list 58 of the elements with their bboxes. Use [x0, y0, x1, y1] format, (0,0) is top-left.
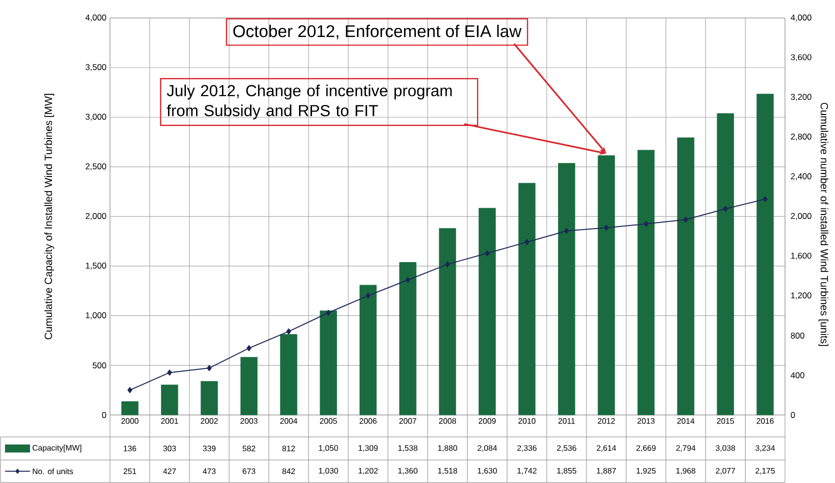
- y-tick-label: 4,000: [85, 14, 106, 22]
- bar: [558, 163, 576, 416]
- point: [644, 220, 648, 227]
- bar: [280, 334, 298, 416]
- y2-tick-label: 2,800: [790, 134, 812, 141]
- bar: [360, 284, 377, 416]
- bar: [716, 113, 734, 416]
- point: [445, 261, 450, 268]
- y2-tick-label: 0: [790, 412, 795, 418]
- y2-axis-title: Cumulative number of installed Wind Turbines [units]: [818, 102, 828, 346]
- bar: [518, 182, 536, 416]
- bar: [240, 357, 258, 416]
- y-axis-title: Cumulative Capacity of Installed Wind Turbines [MW]: [44, 94, 54, 340]
- y-tick-label: 2,500: [86, 163, 106, 170]
- point: [564, 228, 569, 234]
- y2-tick-label: 400: [790, 372, 804, 378]
- point: [246, 345, 252, 352]
- annotation: October 2012, Enforcement of EIA law: [233, 24, 522, 40]
- bar: [320, 310, 337, 416]
- y-tick-label: 2,000: [86, 212, 106, 220]
- point: [604, 224, 609, 231]
- y2-tick-label: 3,600: [790, 54, 812, 62]
- bar: [638, 150, 655, 416]
- bar: [677, 137, 694, 416]
- y2-tick-label: 3,200: [790, 94, 812, 101]
- y-tick-label: 500: [92, 362, 106, 368]
- y-tick-label: 1,500: [86, 262, 106, 270]
- y-tick-label: 1,000: [86, 312, 106, 320]
- bar: [598, 155, 615, 416]
- y2-tick-label: 4,000: [790, 14, 812, 22]
- point: [762, 196, 768, 202]
- y2-tick-label: 2,000: [790, 212, 812, 220]
- bar: [756, 94, 774, 416]
- bar: [161, 384, 178, 416]
- point: [286, 328, 292, 334]
- y2-tick-label: 1,600: [791, 252, 812, 260]
- annotation: July 2012, Change of incentive program from Subsidy and RPS to FIT: [166, 84, 452, 120]
- y2-tick-label: 2,400: [790, 173, 812, 180]
- y-tick-label: 0: [102, 412, 106, 418]
- point: [167, 370, 172, 376]
- point: [326, 310, 331, 316]
- point: [524, 239, 530, 246]
- bar: [399, 262, 416, 416]
- point: [206, 365, 212, 372]
- point: [723, 206, 728, 212]
- y2-tick-label: 1,200: [791, 292, 812, 300]
- bar: [121, 401, 138, 416]
- point: [405, 277, 410, 283]
- bar: [478, 208, 496, 416]
- point: [484, 250, 490, 256]
- point: [127, 387, 132, 394]
- y-tick-label: 3,500: [86, 64, 106, 72]
- y2-tick-label: 800: [790, 332, 804, 339]
- bar: [200, 381, 218, 416]
- point: [366, 292, 370, 299]
- y-tick-label: 3,000: [86, 114, 106, 121]
- bar: [438, 228, 456, 416]
- point: [683, 216, 688, 223]
